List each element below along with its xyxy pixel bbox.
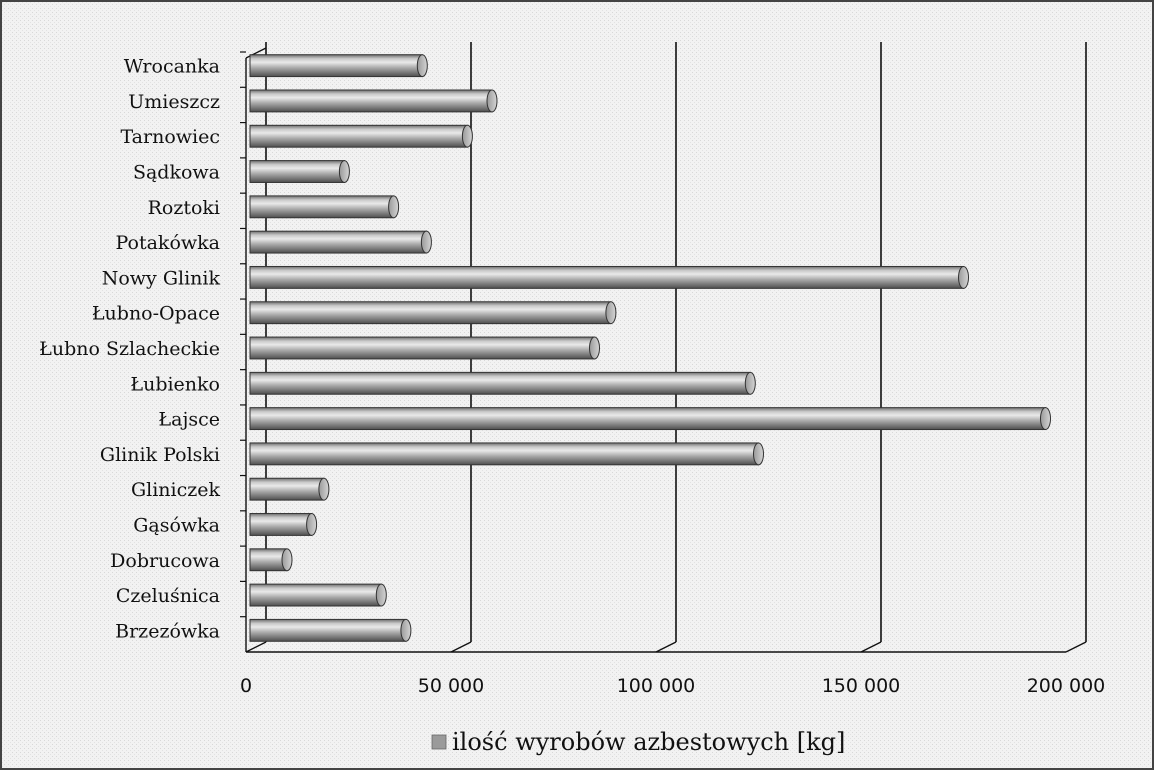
- bar-body: [249, 548, 288, 572]
- bar-6: [249, 407, 1051, 431]
- bar-end-cap: [605, 301, 617, 325]
- category-label: Tarnowiec: [120, 126, 220, 148]
- legend-label: ilość wyrobów azbestowych [kg]: [452, 728, 845, 756]
- x-tick-depth: [450, 641, 472, 653]
- category-label: Łubienko: [130, 373, 220, 395]
- category-label: Gliniczek: [131, 479, 221, 501]
- bar-2: [249, 548, 293, 572]
- bar-11: [249, 230, 432, 254]
- bar-body: [249, 265, 964, 289]
- x-tick-label: 50 000: [418, 675, 484, 697]
- bar-body: [249, 583, 382, 607]
- bar-end-cap: [958, 265, 969, 289]
- x-tick-depth: [1065, 641, 1087, 653]
- legend-swatch: [431, 734, 447, 750]
- bar-end-cap: [375, 583, 387, 607]
- bar-body: [249, 618, 407, 642]
- category-label: Wrocanka: [124, 56, 220, 78]
- category-label: Roztoki: [148, 197, 220, 219]
- bar-body: [249, 301, 612, 325]
- bar-body: [249, 124, 468, 148]
- category-label: Łajsce: [158, 409, 220, 431]
- bar-12: [249, 195, 400, 219]
- bar-body: [249, 89, 493, 113]
- legend: ilość wyrobów azbestowych [kg]: [431, 728, 845, 756]
- y-axis-depth-line: [245, 47, 267, 59]
- bar-body: [249, 336, 595, 360]
- x-tick-label: 100 000: [617, 675, 696, 697]
- bar-end-cap: [388, 195, 400, 219]
- bar-9: [249, 301, 617, 325]
- x-tick-depth: [245, 641, 267, 653]
- bar-body: [249, 371, 751, 395]
- x-tick-depth: [860, 641, 882, 653]
- bar-body: [249, 407, 1046, 431]
- bar-end-cap: [486, 89, 498, 113]
- bar-end-cap: [281, 548, 293, 572]
- category-label: Łubno-Opace: [92, 303, 220, 325]
- category-label: Brzezówka: [115, 620, 220, 642]
- bar-end-cap: [318, 477, 330, 501]
- category-label: Łubno Szlacheckie: [39, 338, 220, 360]
- bar-end-cap: [461, 124, 473, 148]
- bar-14: [249, 124, 473, 148]
- category-label: Umieszcz: [128, 91, 220, 113]
- bar-end-cap: [338, 160, 350, 183]
- bar-end-cap: [1040, 407, 1051, 431]
- bar-end-cap: [753, 442, 764, 466]
- bar-8: [249, 336, 600, 360]
- bar-end-cap: [589, 336, 600, 360]
- category-label: Potakówka: [116, 232, 220, 254]
- x-tick-label: 200 000: [1027, 675, 1106, 697]
- bar-4: [249, 477, 330, 501]
- bar-end-cap: [400, 618, 412, 642]
- category-label: Nowy Glinik: [102, 267, 221, 289]
- bar-body: [249, 195, 395, 219]
- bar-body: [249, 160, 345, 183]
- bar-7: [249, 371, 756, 395]
- x-tick-label: 150 000: [822, 675, 901, 697]
- bar-end-cap: [744, 371, 756, 395]
- plot-area: Brzezówka Czeluśnica Dobrucowa Gąsówka Glini…: [39, 42, 1105, 697]
- category-label: Sądkowa: [133, 162, 220, 184]
- bar-body: [249, 477, 325, 501]
- category-label: Gąsówka: [133, 514, 220, 536]
- x-tick-depth: [655, 641, 677, 653]
- x-tick-label: 0: [240, 675, 252, 697]
- bar-3: [249, 513, 318, 536]
- bar-body: [249, 230, 427, 254]
- bar-end-cap: [420, 230, 432, 254]
- bar-16: [249, 54, 428, 78]
- bar-end-cap: [306, 513, 318, 536]
- bar-body: [249, 54, 423, 78]
- bar-13: [249, 160, 350, 183]
- bar-1: [249, 583, 387, 607]
- bar-body: [249, 442, 759, 466]
- bar-0: [249, 618, 412, 642]
- category-label: Dobrucowa: [110, 550, 220, 572]
- bar-5: [249, 442, 764, 466]
- category-label: Glinik Polski: [100, 444, 220, 466]
- bar-end-cap: [416, 54, 428, 78]
- bar-15: [249, 89, 498, 113]
- category-label: Czeluśnica: [116, 585, 220, 607]
- bar-body: [249, 513, 313, 536]
- bar-10: [249, 265, 969, 289]
